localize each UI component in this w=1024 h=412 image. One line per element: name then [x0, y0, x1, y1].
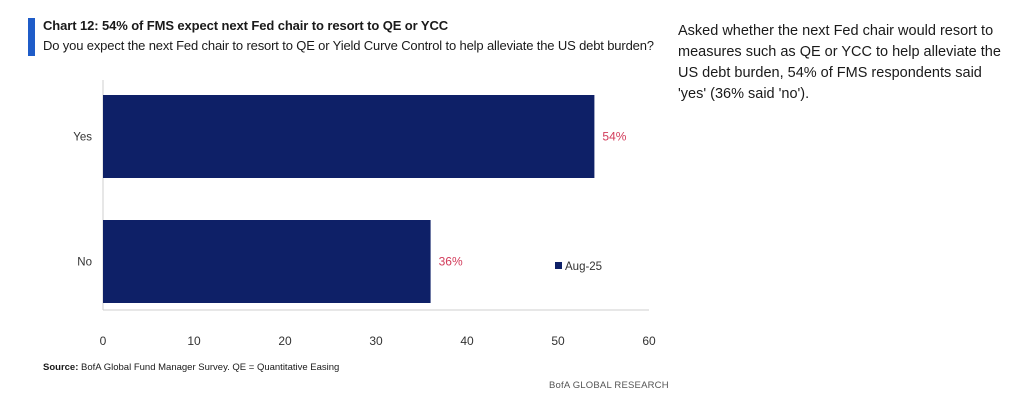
x-tick-label-10: 10 [187, 334, 201, 348]
source-label: Source: [43, 362, 79, 373]
bar-yes [103, 95, 595, 178]
x-tick-label-50: 50 [551, 334, 565, 348]
chart-title: Chart 12: 54% of FMS expect next Fed cha… [43, 18, 449, 33]
legend-label: Aug-25 [565, 261, 602, 273]
x-tick-label-40: 40 [460, 334, 474, 348]
category-label-no: No [77, 257, 92, 269]
x-tick-label-30: 30 [369, 334, 383, 348]
bar-chart: Yes 54% No 36% 0 10 20 30 40 50 60 Aug-25 [73, 80, 656, 348]
commentary-text: Asked whether the next Fed chair would r… [678, 23, 1001, 102]
data-label-no: 36% [439, 255, 463, 269]
legend-swatch [555, 262, 562, 269]
x-tick-label-20: 20 [278, 334, 292, 348]
title-accent-bar [28, 18, 35, 56]
x-tick-label-0: 0 [100, 334, 107, 348]
x-tick-label-60: 60 [642, 334, 656, 348]
chart-subtitle: Do you expect the next Fed chair to reso… [43, 38, 654, 53]
source-text: BofA Global Fund Manager Survey. QE = Qu… [81, 362, 340, 373]
bar-no [103, 220, 431, 303]
data-label-yes: 54% [602, 130, 626, 144]
category-label-yes: Yes [73, 132, 92, 144]
brand-footer: BofA GLOBAL RESEARCH [549, 380, 669, 391]
source-note: Source: BofA Global Fund Manager Survey.… [43, 362, 339, 373]
